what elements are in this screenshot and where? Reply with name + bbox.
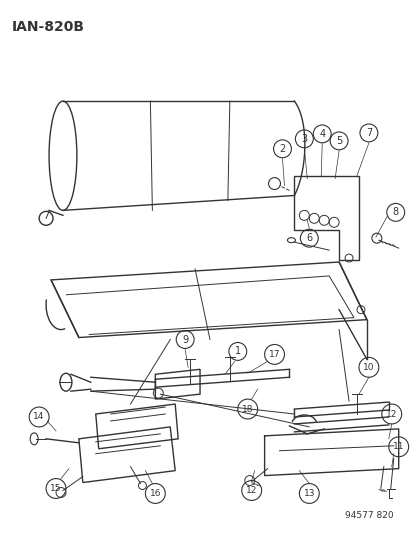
Text: 17: 17 xyxy=(268,350,280,359)
Text: 18: 18 xyxy=(241,405,253,414)
Text: 6: 6 xyxy=(306,233,312,243)
Text: 4: 4 xyxy=(318,129,325,139)
Text: 9: 9 xyxy=(182,335,188,344)
Text: 3: 3 xyxy=(301,134,307,144)
Text: 5: 5 xyxy=(335,136,342,146)
Text: 12: 12 xyxy=(245,486,257,495)
Text: 7: 7 xyxy=(365,128,371,138)
Text: 94577 820: 94577 820 xyxy=(344,511,393,520)
Text: 1: 1 xyxy=(234,346,240,357)
Text: 16: 16 xyxy=(149,489,161,498)
Text: 13: 13 xyxy=(303,489,314,498)
Text: 12: 12 xyxy=(385,409,396,418)
Text: 14: 14 xyxy=(33,413,45,422)
Text: 8: 8 xyxy=(392,207,398,217)
Text: 10: 10 xyxy=(362,363,374,372)
Text: 2: 2 xyxy=(279,144,285,154)
Text: 15: 15 xyxy=(50,484,62,493)
Text: 11: 11 xyxy=(392,442,404,451)
Text: IAN-820B: IAN-820B xyxy=(11,20,84,34)
